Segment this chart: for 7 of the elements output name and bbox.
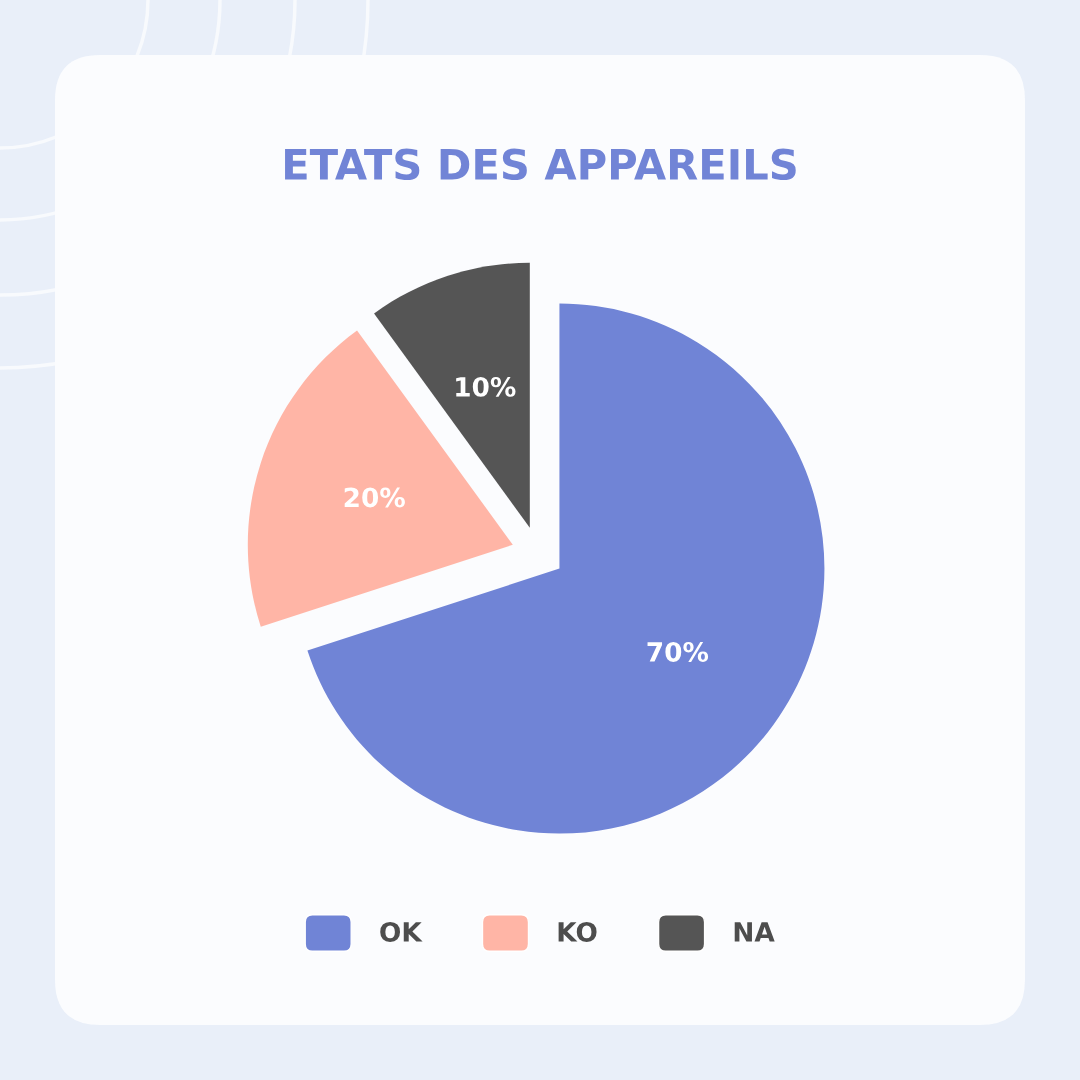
legend-label: KO xyxy=(558,921,597,942)
data-label: 70% xyxy=(647,641,709,662)
chart-title: ETATS DES APPAREILS xyxy=(285,148,796,181)
legend-label: OK xyxy=(380,921,423,942)
data-label: 20% xyxy=(344,487,405,508)
data-label: 10% xyxy=(456,376,516,397)
legend-label: NA xyxy=(734,922,775,942)
